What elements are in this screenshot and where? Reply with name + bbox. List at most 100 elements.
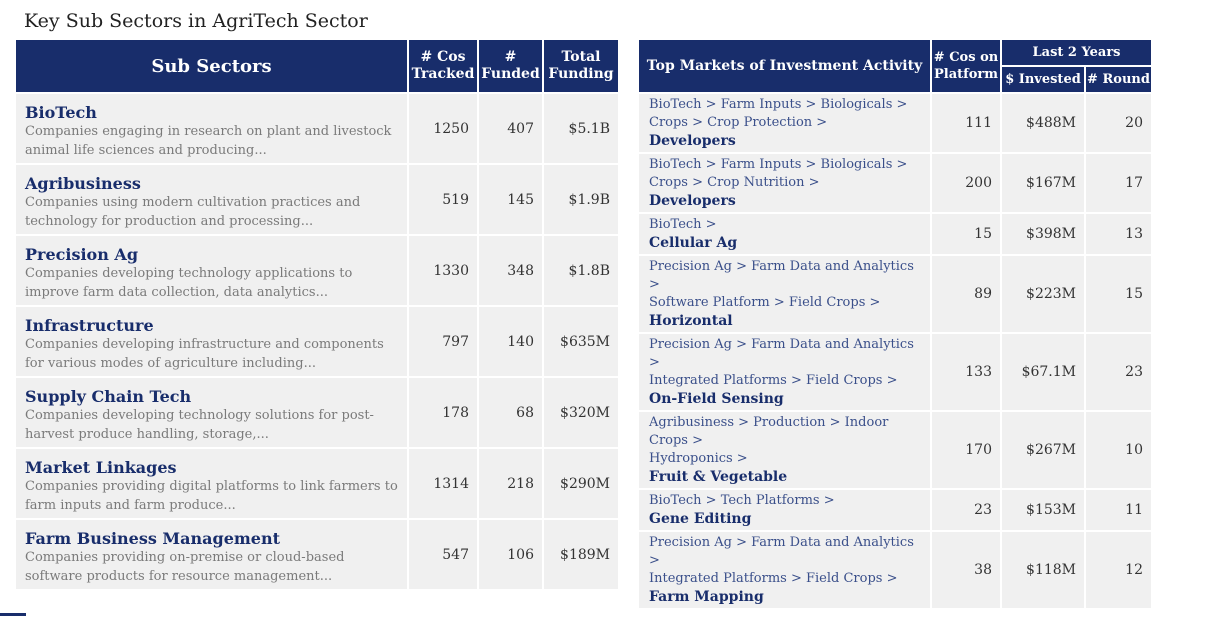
total-funding-value: $320M — [544, 378, 618, 447]
market-cell: Agribusiness > Production > Indoor Crops… — [639, 412, 930, 488]
market-path: BioTech > Farm Inputs > Biologicals > — [649, 157, 908, 172]
cos-on-platform-value: 15 — [932, 214, 1000, 254]
cos-on-platform-value: 133 — [932, 334, 1000, 410]
header-round: # Round — [1086, 67, 1151, 92]
market-path: BioTech > Farm Inputs > Biologicals > — [649, 97, 908, 112]
sector-cell: Precision Ag Companies developing technol… — [16, 236, 407, 305]
market-name: Developers — [649, 193, 736, 209]
header-top-markets: Top Markets of Investment Activity — [639, 40, 930, 92]
cos-on-platform-value: 170 — [932, 412, 1000, 488]
cos-on-platform-value: 89 — [932, 256, 1000, 332]
market-name: Cellular Ag — [649, 235, 738, 251]
total-funding-value: $1.8B — [544, 236, 618, 305]
header-total-funding: Total Funding — [544, 40, 618, 92]
market-path: Hydroponics > — [649, 451, 748, 466]
funded-value: 218 — [479, 449, 542, 518]
market-path: BioTech > Tech Platforms > — [649, 493, 835, 508]
sector-name: BioTech — [25, 102, 97, 122]
cos-on-platform-value: 23 — [932, 490, 1000, 530]
cos-tracked-value: 547 — [409, 520, 477, 589]
table-row: BioTech > Farm Inputs > Biologicals > Cro… — [639, 154, 1151, 212]
table-row: Market Linkages Companies providing digit… — [16, 449, 618, 518]
header-cos-on-platform: # Cos on Platform — [932, 40, 1000, 92]
cos-tracked-value: 1330 — [409, 236, 477, 305]
sector-cell: Farm Business Management Companies provid… — [16, 520, 407, 589]
market-name: Developers — [649, 133, 736, 149]
cos-tracked-value: 178 — [409, 378, 477, 447]
funded-value: 407 — [479, 94, 542, 163]
round-value: 13 — [1086, 214, 1151, 254]
total-funding-value: $290M — [544, 449, 618, 518]
total-funding-value: $5.1B — [544, 94, 618, 163]
header-cos-tracked: # Cos Tracked — [409, 40, 477, 92]
market-path: Integrated Platforms > Field Crops > — [649, 373, 898, 388]
cos-tracked-value: 1250 — [409, 94, 477, 163]
funded-value: 145 — [479, 165, 542, 234]
market-cell: Precision Ag > Farm Data and Analytics >… — [639, 256, 930, 332]
funded-value: 348 — [479, 236, 542, 305]
table-row: BioTech > Cellular Ag 15 $398M 13 — [639, 214, 1151, 254]
market-name: Horizontal — [649, 313, 733, 329]
table-row: Agribusiness Companies using modern culti… — [16, 165, 618, 234]
sector-name: Farm Business Management — [25, 528, 280, 548]
sector-description: Companies engaging in research on plant … — [25, 123, 392, 158]
market-cell: BioTech > Farm Inputs > Biologicals > Cro… — [639, 154, 930, 212]
sector-cell: Agribusiness Companies using modern culti… — [16, 165, 407, 234]
sector-description: Companies developing technology applicat… — [25, 265, 353, 300]
total-funding-value: $1.9B — [544, 165, 618, 234]
market-path: Integrated Platforms > Field Crops > — [649, 571, 898, 586]
market-path: Precision Ag > Farm Data and Analytics > — [649, 535, 914, 568]
table-row: Supply Chain Tech Companies developing te… — [16, 378, 618, 447]
cos-tracked-value: 1314 — [409, 449, 477, 518]
invested-value: $488M — [1002, 94, 1084, 152]
market-cell: BioTech > Tech Platforms > Gene Editing — [639, 490, 930, 530]
invested-value: $67.1M — [1002, 334, 1084, 410]
sector-description: Companies using modern cultivation pract… — [25, 194, 361, 229]
market-path: Crops > Crop Protection > — [649, 115, 828, 130]
cos-on-platform-value: 38 — [932, 532, 1000, 608]
market-path: Crops > Crop Nutrition > — [649, 175, 820, 190]
table-row: Farm Business Management Companies provid… — [16, 520, 618, 589]
market-name: Farm Mapping — [649, 589, 764, 605]
table-row: BioTech > Tech Platforms > Gene Editing 23… — [639, 490, 1151, 530]
page-title: Key Sub Sectors in AgriTech Sector — [24, 10, 368, 32]
invested-value: $267M — [1002, 412, 1084, 488]
sector-description: Companies providing digital platforms to… — [25, 478, 398, 513]
table-row: BioTech Companies engaging in research on… — [16, 94, 618, 163]
table-row: Precision Ag > Farm Data and Analytics >… — [639, 532, 1151, 608]
sector-name: Precision Ag — [25, 244, 139, 264]
sub-sectors-table: Sub Sectors # Cos Tracked # Funded Total Fu… — [14, 38, 620, 591]
invested-value: $223M — [1002, 256, 1084, 332]
market-path: Precision Ag > Farm Data and Analytics > — [649, 337, 914, 370]
sector-cell: Supply Chain Tech Companies developing te… — [16, 378, 407, 447]
header-invested: $ Invested — [1002, 67, 1084, 92]
table-row: Precision Ag Companies developing technol… — [16, 236, 618, 305]
invested-value: $118M — [1002, 532, 1084, 608]
market-cell: BioTech > Cellular Ag — [639, 214, 930, 254]
sector-cell: Market Linkages Companies providing digit… — [16, 449, 407, 518]
sector-name: Market Linkages — [25, 457, 177, 477]
cos-on-platform-value: 111 — [932, 94, 1000, 152]
table-row: Precision Ag > Farm Data and Analytics >… — [639, 256, 1151, 332]
round-value: 10 — [1086, 412, 1151, 488]
total-funding-value: $189M — [544, 520, 618, 589]
invested-value: $167M — [1002, 154, 1084, 212]
header-sub-sectors: Sub Sectors — [16, 40, 407, 92]
header-funded: # Funded — [479, 40, 542, 92]
round-value: 20 — [1086, 94, 1151, 152]
top-markets-table: Top Markets of Investment Activity # Cos… — [637, 38, 1153, 610]
market-path: BioTech > — [649, 217, 717, 232]
footer-accent-bar — [0, 613, 26, 616]
round-value: 12 — [1086, 532, 1151, 608]
sector-name: Infrastructure — [25, 315, 154, 335]
cos-tracked-value: 797 — [409, 307, 477, 376]
market-cell: Precision Ag > Farm Data and Analytics >… — [639, 334, 930, 410]
market-path: Agribusiness > Production > Indoor Crops… — [649, 415, 889, 448]
market-name: On-Field Sensing — [649, 391, 784, 407]
table-row: BioTech > Farm Inputs > Biologicals > Cro… — [639, 94, 1151, 152]
cos-tracked-value: 519 — [409, 165, 477, 234]
sector-description: Companies providing on-premise or cloud-… — [25, 549, 345, 584]
table-row: Precision Ag > Farm Data and Analytics >… — [639, 334, 1151, 410]
invested-value: $398M — [1002, 214, 1084, 254]
market-name: Fruit & Vegetable — [649, 469, 788, 485]
